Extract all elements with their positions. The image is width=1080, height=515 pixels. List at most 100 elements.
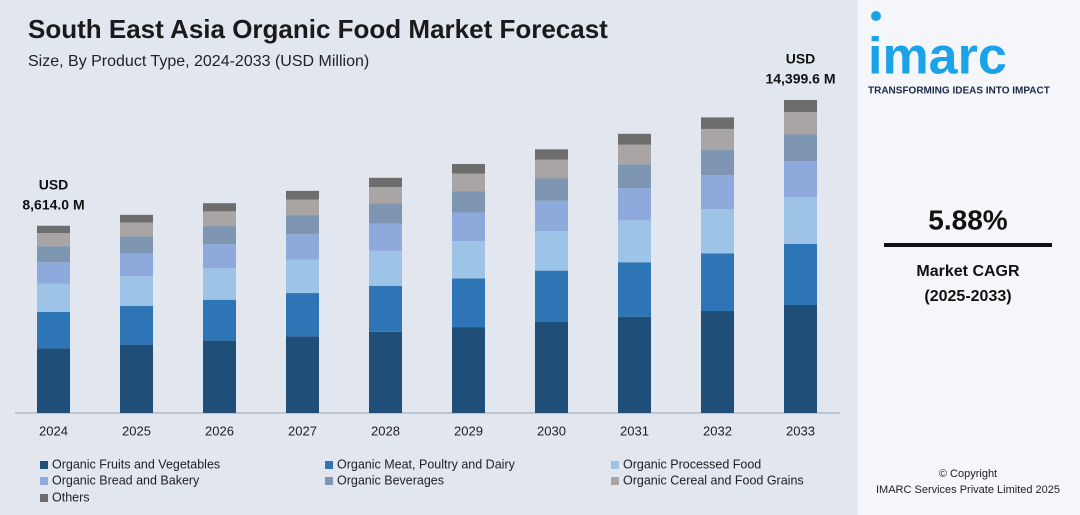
x-tick-label: 2027 xyxy=(288,423,317,438)
bar-segment xyxy=(286,215,319,235)
company: IMARC Services Private Limited 2025 xyxy=(876,484,1060,496)
bar-segment xyxy=(286,336,319,413)
bar-segment xyxy=(203,268,236,300)
bar-segment xyxy=(286,293,319,337)
bar-segment xyxy=(37,262,70,284)
cagr-value: 5.88% xyxy=(928,204,1007,235)
bar-segment xyxy=(618,220,651,263)
bar-segment xyxy=(203,211,236,227)
bar-segment xyxy=(701,209,734,254)
bar-segment xyxy=(535,178,568,201)
bar-segment xyxy=(535,200,568,232)
bar-segment xyxy=(369,186,402,204)
bar-segment xyxy=(120,214,153,223)
bar-segment xyxy=(701,128,734,150)
bar-segment xyxy=(120,305,153,345)
legend-label: Others xyxy=(52,490,90,504)
bar-segment xyxy=(37,283,70,312)
legend-swatch xyxy=(40,461,48,469)
bar-segment xyxy=(369,223,402,251)
bar-segment xyxy=(37,246,70,263)
bar-segment xyxy=(369,331,402,413)
bar-segment xyxy=(452,173,485,192)
legend-label: Organic Cereal and Food Grains xyxy=(623,473,804,487)
x-tick-label: 2024 xyxy=(39,423,68,438)
bar-segment xyxy=(701,117,734,129)
bar-segment xyxy=(369,177,402,187)
bar-segment xyxy=(120,344,153,413)
legend-label: Organic Fruits and Vegetables xyxy=(52,457,220,471)
bar-segment xyxy=(203,226,236,245)
bar-segment xyxy=(369,250,402,286)
bar-segment xyxy=(618,133,651,145)
sidebar-background xyxy=(858,0,1080,515)
x-tick-label: 2029 xyxy=(454,423,483,438)
chart-subtitle: Size, By Product Type, 2024-2033 (USD Mi… xyxy=(28,53,369,70)
bar-segment xyxy=(452,212,485,242)
legend-swatch xyxy=(611,477,619,485)
bar-segment xyxy=(535,149,568,160)
bar-segment xyxy=(618,144,651,165)
legend-swatch xyxy=(325,477,333,485)
legend-label: Organic Meat, Poultry and Dairy xyxy=(337,457,516,471)
bar-segment xyxy=(618,188,651,221)
bar-segment xyxy=(203,299,236,341)
bar-segment xyxy=(701,175,734,210)
bar-segment xyxy=(286,190,319,200)
bar-segment xyxy=(701,149,734,176)
bar-segment xyxy=(618,316,651,413)
x-tick-label: 2028 xyxy=(371,423,400,438)
bar-segment xyxy=(784,197,817,244)
bar-segment xyxy=(784,305,817,413)
bar-segment xyxy=(784,112,817,135)
bar-segment xyxy=(452,241,485,279)
bar-segment xyxy=(618,262,651,317)
bar-segment xyxy=(37,225,70,234)
bar-segment xyxy=(203,203,236,212)
bar-segment xyxy=(37,348,70,413)
bar-segment xyxy=(618,164,651,189)
bar-segment xyxy=(701,253,734,312)
cagr-label: Market CAGR xyxy=(916,263,1020,280)
bar-segment xyxy=(701,311,734,413)
x-tick-label: 2032 xyxy=(703,423,732,438)
legend-label: Organic Processed Food xyxy=(623,457,761,471)
x-tick-label: 2030 xyxy=(537,423,566,438)
bar-segment xyxy=(120,236,153,254)
bar-segment xyxy=(535,159,568,179)
bar-segment xyxy=(535,322,568,413)
legend-swatch xyxy=(40,477,48,485)
logo: imarc xyxy=(868,28,1007,86)
bar-segment xyxy=(286,234,319,260)
bar-segment xyxy=(286,259,319,294)
legend-swatch xyxy=(40,494,48,502)
bar-segment xyxy=(452,191,485,213)
annotation-prefix: USD xyxy=(786,51,816,67)
logo-dot xyxy=(871,11,881,21)
copyright: © Copyright xyxy=(939,468,997,480)
bar-segment xyxy=(369,203,402,224)
bar-segment xyxy=(203,244,236,269)
legend-swatch xyxy=(611,461,619,469)
bar-segment xyxy=(535,270,568,323)
bar-segment xyxy=(37,311,70,349)
cagr-period: (2025-2033) xyxy=(924,288,1011,305)
bar-segment xyxy=(452,163,485,174)
bar-segment xyxy=(120,222,153,237)
bar-segment xyxy=(784,161,817,198)
x-tick-label: 2025 xyxy=(122,423,151,438)
bar-segment xyxy=(203,340,236,413)
legend-label: Organic Bread and Bakery xyxy=(52,473,200,487)
x-tick-label: 2031 xyxy=(620,423,649,438)
tagline: TRANSFORMING IDEAS INTO IMPACT xyxy=(868,86,1050,97)
bar-segment xyxy=(535,231,568,271)
legend-label: Organic Beverages xyxy=(337,473,444,487)
bar-segment xyxy=(120,253,153,277)
bar-segment xyxy=(784,134,817,162)
bar-segment xyxy=(452,327,485,413)
bar-segment xyxy=(784,243,817,306)
bar-segment xyxy=(452,278,485,328)
chart-title: South East Asia Organic Food Market Fore… xyxy=(28,14,608,44)
bar-segment xyxy=(120,276,153,306)
